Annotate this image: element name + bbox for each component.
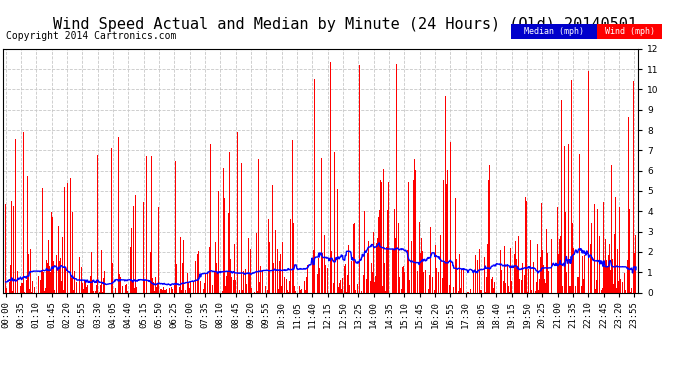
Text: Wind (mph): Wind (mph) <box>604 27 655 36</box>
Text: Wind Speed Actual and Median by Minute (24 Hours) (Old) 20140501: Wind Speed Actual and Median by Minute (… <box>53 17 637 32</box>
Text: Median (mph): Median (mph) <box>524 27 584 36</box>
Text: Copyright 2014 Cartronics.com: Copyright 2014 Cartronics.com <box>6 32 176 41</box>
